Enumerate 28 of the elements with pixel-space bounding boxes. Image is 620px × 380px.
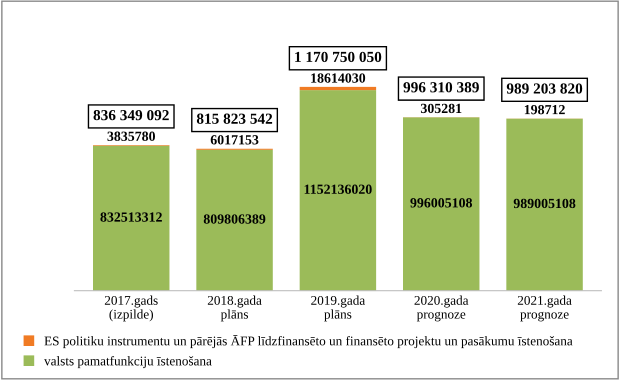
total-label: 1 170 750 050 bbox=[295, 52, 382, 62]
data-label: 18614030 bbox=[311, 73, 366, 83]
x-tick-label: 2020.gada prognoze bbox=[414, 296, 468, 322]
total-label: 836 349 092 bbox=[94, 110, 169, 120]
bar bbox=[300, 86, 376, 90]
total-label: 815 823 542 bbox=[196, 114, 272, 124]
data-label: 1152136020 bbox=[304, 184, 372, 194]
data-label: 996005108 bbox=[410, 198, 472, 208]
data-label: 832513312 bbox=[100, 212, 162, 222]
x-tick-label: 2019.gada plāns bbox=[311, 296, 366, 322]
legend-label: ES politiku instrumentu un pārējās ĀFP līdzfinansēto un finansēto projektu un pasākumu īstenošana bbox=[44, 335, 573, 348]
data-label: 809806389 bbox=[204, 214, 266, 224]
data-label: 989005108 bbox=[514, 198, 576, 208]
total-label: 996 310 389 bbox=[403, 82, 479, 92]
x-tick-label: 2018.gada plāns bbox=[208, 296, 262, 322]
bar bbox=[403, 117, 480, 291]
x-tick-label: 2021.gada prognoze bbox=[518, 296, 572, 322]
bar bbox=[300, 90, 376, 291]
data-label: 3835780 bbox=[107, 132, 156, 141]
data-label: 305281 bbox=[420, 104, 462, 114]
bar bbox=[506, 118, 583, 291]
bar bbox=[196, 150, 273, 291]
x-tick-label: 2017.gads (izpilde) bbox=[104, 296, 158, 322]
bar bbox=[93, 146, 170, 291]
data-label: 6017153 bbox=[210, 135, 258, 144]
total-label: 989 203 820 bbox=[506, 83, 582, 94]
legend-label: valsts pamatfunkciju īstenošana bbox=[44, 356, 212, 368]
data-label: 198712 bbox=[524, 104, 565, 114]
